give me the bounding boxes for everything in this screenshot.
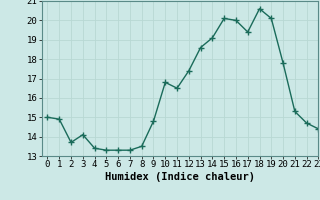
X-axis label: Humidex (Indice chaleur): Humidex (Indice chaleur) xyxy=(105,172,255,182)
